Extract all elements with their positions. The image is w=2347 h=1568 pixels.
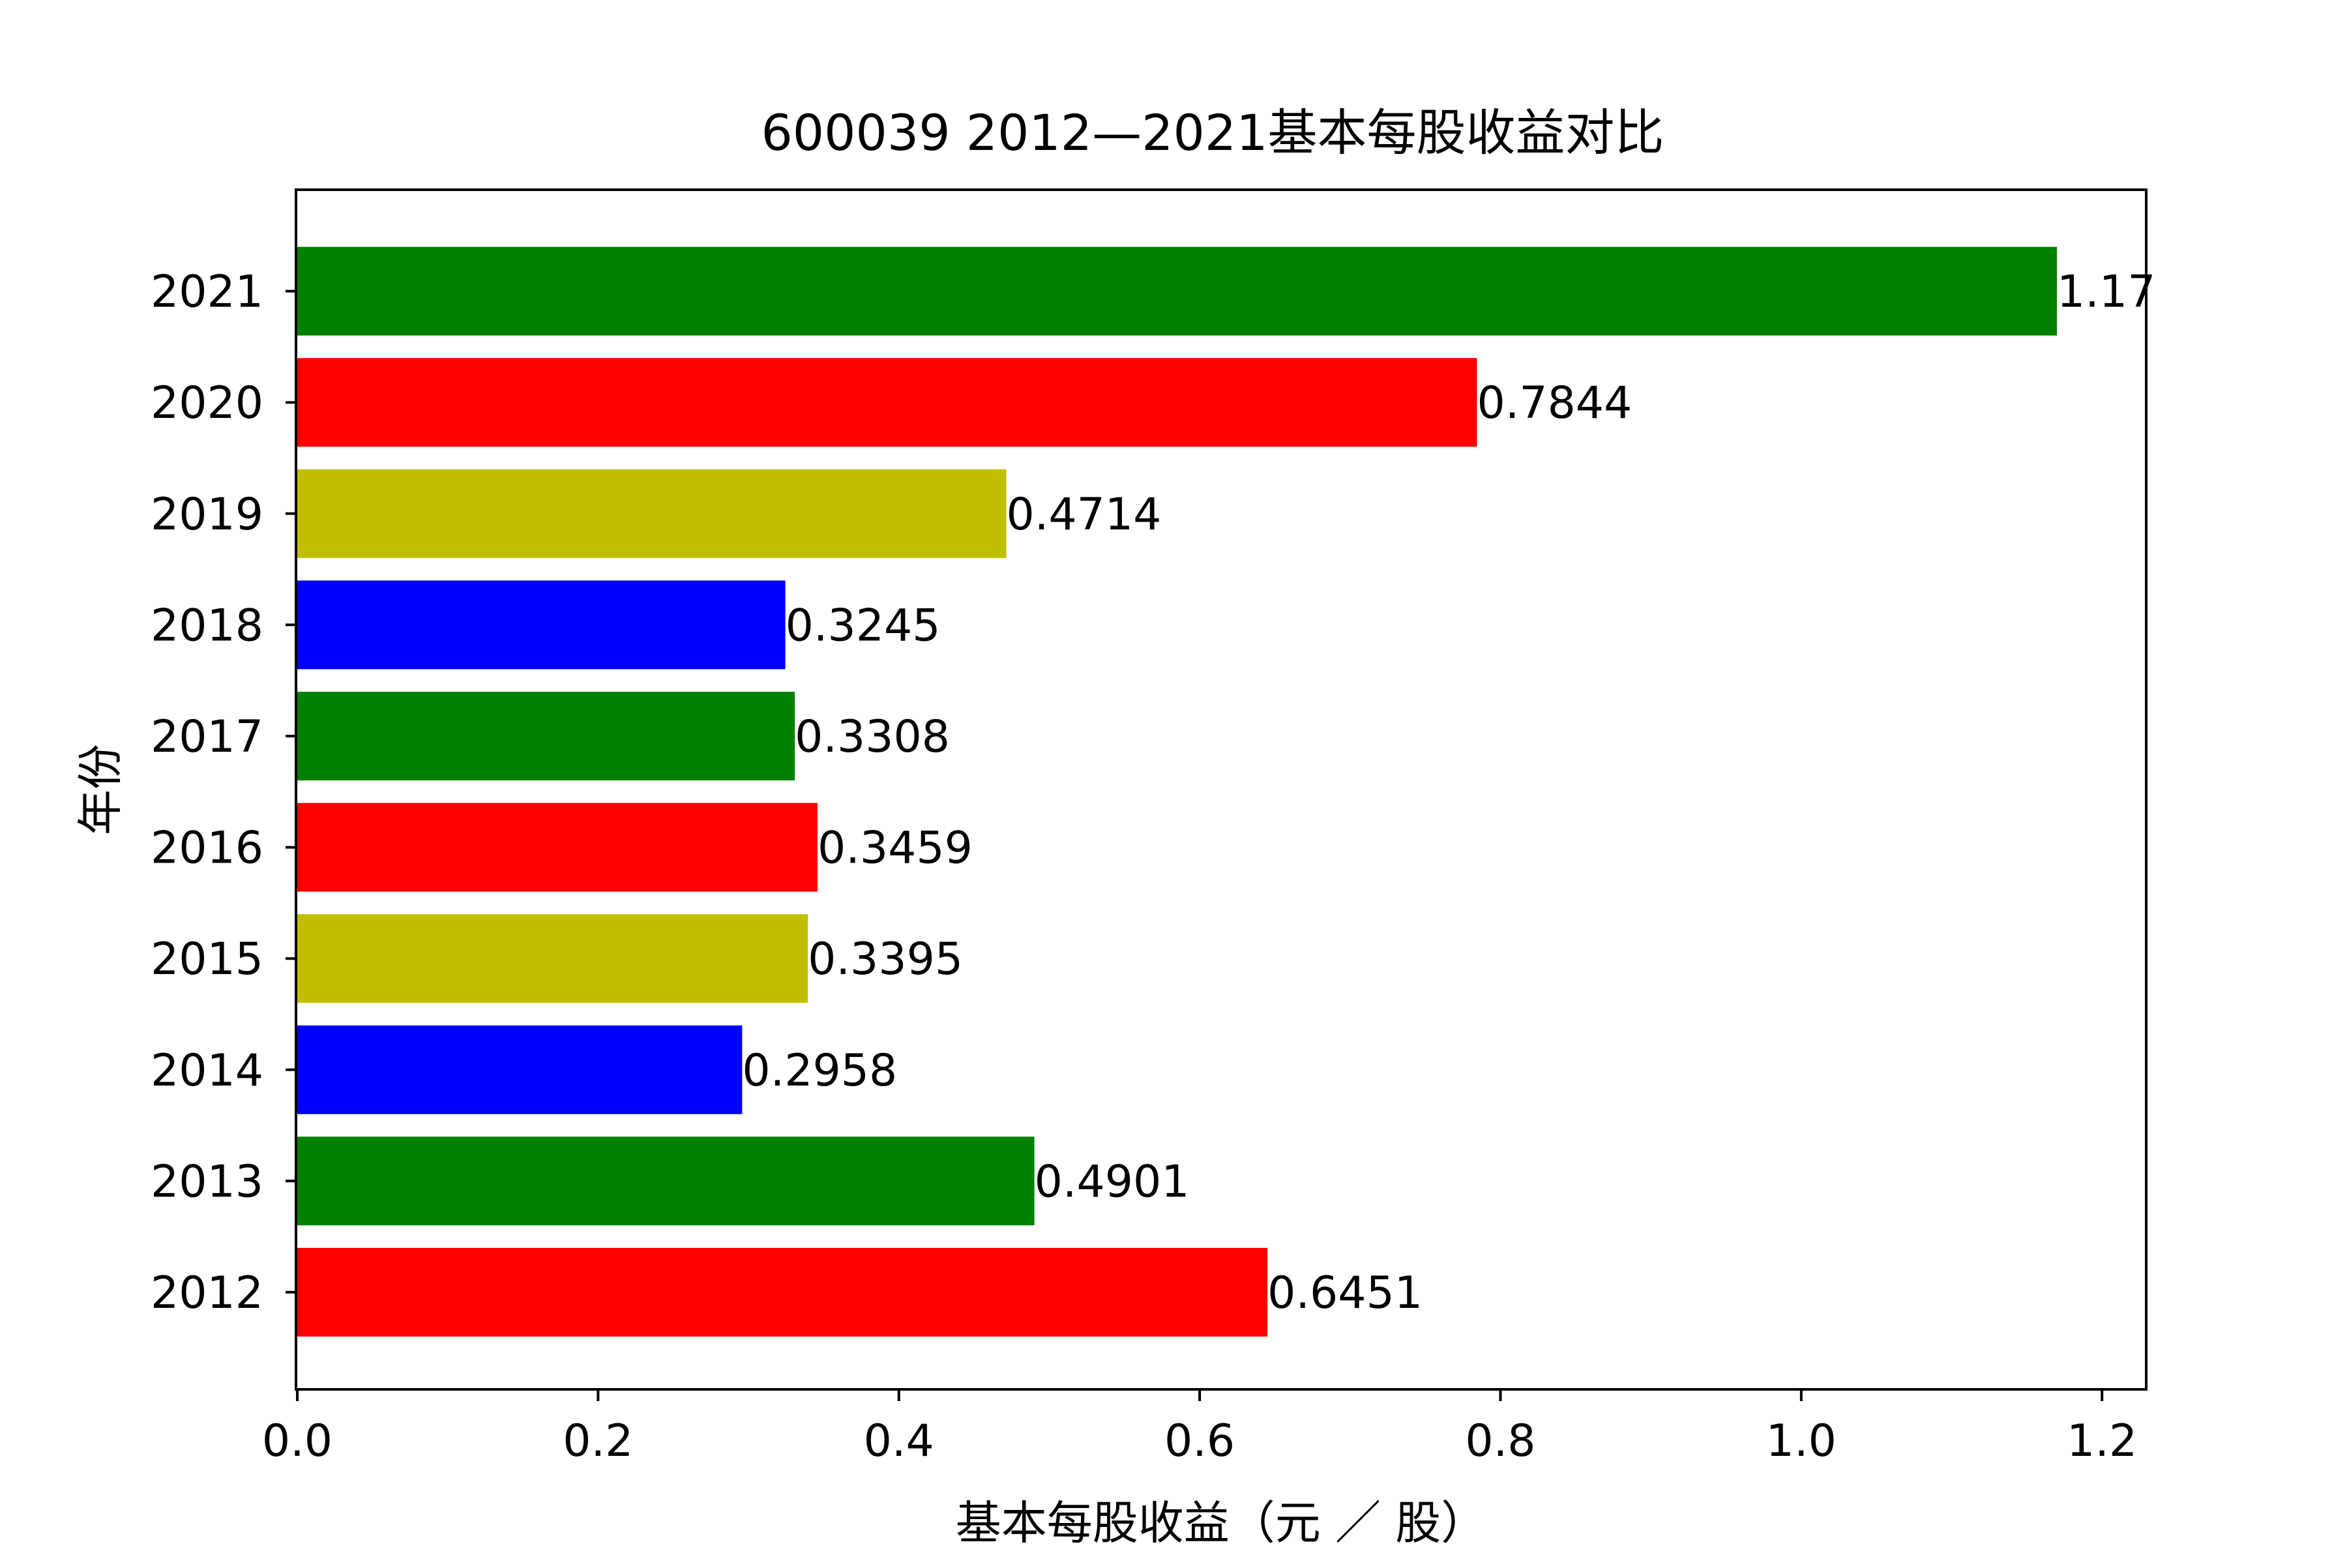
y-tick-label-2015: 2015 <box>151 934 263 985</box>
x-axis-label: 基本每股收益（元 ／ 股） <box>956 1496 1487 1550</box>
y-axis: 2012 2013 2014 2015 2016 2017 2018 2019 2020 2021 <box>151 267 297 1319</box>
x-tick-label-1.0: 1.0 <box>1766 1415 1837 1467</box>
x-tick-label-0.2: 0.2 <box>563 1415 633 1467</box>
bar-2020 <box>297 358 1477 447</box>
y-tick-label-2014: 2014 <box>151 1045 263 1097</box>
bar-2014 <box>297 1025 743 1114</box>
value-labels-group: 0.6451 0.4901 0.2958 0.3395 0.3459 0.3308 0.32… <box>742 267 2155 1319</box>
y-tick-label-2012: 2012 <box>151 1267 263 1319</box>
value-label-2019: 0.4714 <box>1006 489 1161 540</box>
x-tick-label-1.2: 1.2 <box>2067 1415 2137 1467</box>
y-tick-label-2016: 2016 <box>151 823 263 874</box>
bar-2018 <box>297 580 786 670</box>
bar-2013 <box>297 1136 1035 1226</box>
x-tick-label-0.8: 0.8 <box>1465 1415 1535 1467</box>
bar-2015 <box>297 914 808 1003</box>
bars-group <box>297 246 2058 1337</box>
y-tick-label-2018: 2018 <box>151 600 263 651</box>
bar-2021 <box>297 246 2058 336</box>
y-tick-label-2019: 2019 <box>151 489 263 540</box>
y-tick-label-2013: 2013 <box>151 1156 263 1207</box>
chart-title: 600039 2012—2021基本每股收益对比 <box>761 104 1664 162</box>
value-label-2020: 0.7844 <box>1477 377 1632 429</box>
y-tick-label-2020: 2020 <box>151 377 263 429</box>
value-label-2021: 1.17 <box>2057 267 2155 318</box>
value-label-2013: 0.4901 <box>1035 1156 1190 1207</box>
value-label-2015: 0.3395 <box>808 934 963 985</box>
x-tick-label-0.6: 0.6 <box>1164 1415 1235 1467</box>
value-label-2017: 0.3308 <box>795 711 950 763</box>
value-label-2014: 0.2958 <box>742 1045 897 1097</box>
bar-2016 <box>297 803 818 892</box>
value-label-2018: 0.3245 <box>786 600 941 651</box>
value-label-2012: 0.6451 <box>1267 1267 1423 1319</box>
x-axis: 0.0 0.2 0.4 0.6 0.8 1.0 1.2 <box>262 1390 2137 1467</box>
y-axis-label: 年份 <box>74 744 127 835</box>
plot-frame <box>295 188 2148 1391</box>
y-tick-label-2017: 2017 <box>151 711 263 763</box>
bar-2012 <box>297 1248 1268 1337</box>
y-tick-label-2021: 2021 <box>151 267 263 318</box>
x-tick-label-0.4: 0.4 <box>864 1415 934 1467</box>
bar-2019 <box>297 469 1007 558</box>
bar-2017 <box>297 692 795 780</box>
value-label-2016: 0.3459 <box>818 823 973 874</box>
x-tick-label-0.0: 0.0 <box>262 1415 332 1467</box>
